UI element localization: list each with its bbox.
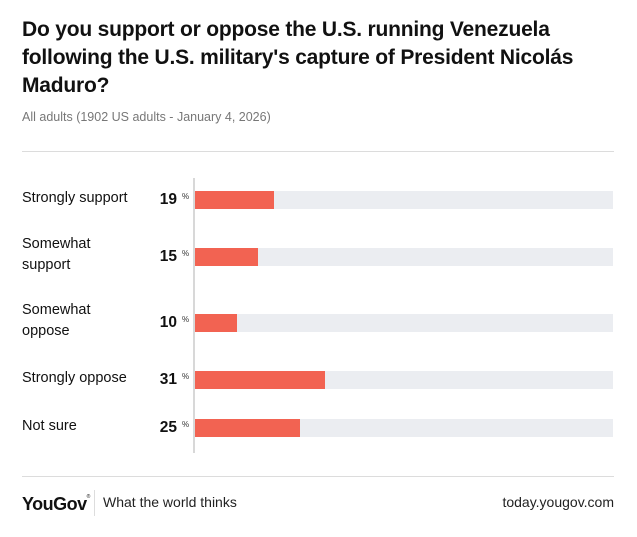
bar [195, 248, 258, 266]
chart-subtitle: All adults (1902 US adults - January 4, … [22, 110, 271, 124]
category-label: Somewhat oppose [22, 302, 91, 339]
footer-url-link[interactable]: today.yougov.com [502, 494, 614, 510]
bar-track [195, 191, 613, 209]
percent-sign: % [182, 192, 190, 201]
percent-sign: % [182, 420, 190, 429]
trademark-mark: ® [86, 494, 91, 500]
bar [195, 314, 237, 332]
percent-sign: % [182, 249, 190, 258]
category-label: Strongly support [22, 190, 128, 206]
y-axis-line [193, 178, 195, 453]
chart-title: Do you support or oppose the U.S. runnin… [22, 18, 574, 97]
value-label: 25 [159, 419, 177, 436]
category-label: Somewhat support [22, 236, 91, 273]
category-label: Not sure [22, 418, 77, 434]
bottom-divider [22, 476, 614, 477]
value-label: 31 [159, 371, 177, 388]
bar-track [195, 248, 613, 266]
percent-sign: % [182, 315, 190, 324]
bar-track [195, 314, 613, 332]
value-label: 15 [159, 248, 177, 265]
bar [195, 419, 300, 437]
bar [195, 371, 325, 389]
brand-name: YouGov [22, 494, 87, 514]
top-divider [22, 151, 614, 152]
footer-tagline: What the world thinks [103, 494, 237, 510]
bar-track [195, 371, 613, 389]
value-label: 10 [159, 314, 177, 331]
footer-separator [94, 490, 95, 516]
bar [195, 191, 275, 209]
yougov-logo[interactable]: YouGov® [22, 494, 90, 515]
percent-sign: % [182, 372, 190, 381]
category-label: Strongly oppose [22, 370, 127, 386]
bar-track [195, 419, 613, 437]
value-label: 19 [159, 191, 177, 208]
